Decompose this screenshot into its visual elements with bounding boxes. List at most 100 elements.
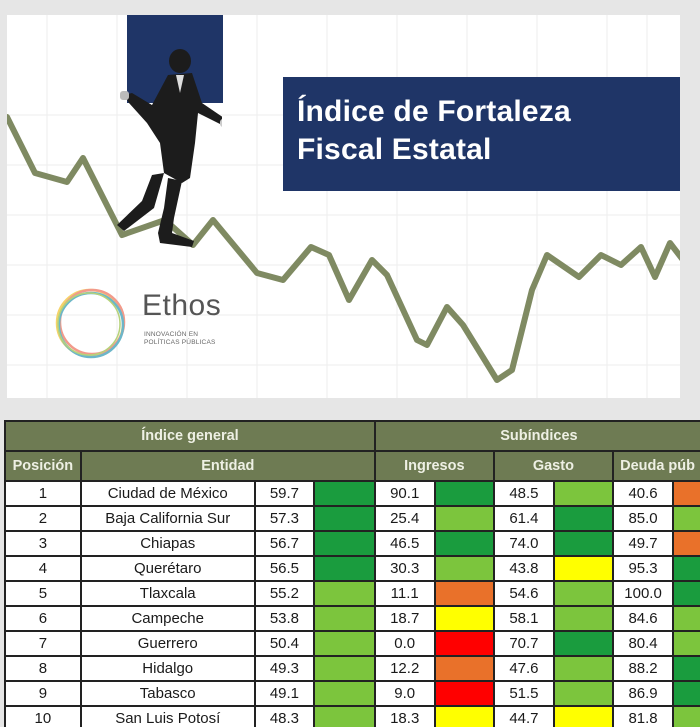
debt-score-cell: 40.6	[612, 480, 675, 507]
spending-score-cell: 70.7	[492, 630, 556, 657]
debt-color-swatch	[672, 530, 700, 557]
revenue-color-swatch	[433, 705, 495, 727]
title-line-2: Fiscal Estatal	[297, 133, 492, 166]
debt-score-cell: 84.6	[612, 605, 675, 632]
entity-cell: Querétaro	[79, 555, 256, 582]
entity-cell: Campeche	[79, 605, 256, 632]
revenue-color-swatch	[433, 530, 495, 557]
position-cell: 7	[4, 630, 82, 657]
spending-score-cell: 61.4	[492, 505, 556, 532]
entity-cell: Tabasco	[79, 680, 256, 707]
group-header-general: Índice general	[4, 420, 376, 452]
spending-score-cell: 74.0	[492, 530, 556, 557]
spending-color-swatch	[553, 555, 615, 582]
revenue-score-cell: 30.3	[373, 555, 436, 582]
spending-color-swatch	[553, 605, 615, 632]
spending-score-cell: 47.6	[492, 655, 556, 682]
revenue-score-cell: 46.5	[373, 530, 436, 557]
revenue-color-swatch	[433, 555, 495, 582]
debt-color-swatch	[672, 705, 700, 727]
table-row: 6 Campeche 53.8 18.7 58.1 84.6	[4, 605, 700, 632]
general-score-cell: 55.2	[253, 580, 316, 607]
logo-wordmark: Ethos	[142, 289, 222, 322]
entity-cell: Guerrero	[79, 630, 256, 657]
position-cell: 10	[4, 705, 82, 727]
position-cell: 4	[4, 555, 82, 582]
spending-color-swatch	[553, 630, 615, 657]
position-cell: 9	[4, 680, 82, 707]
debt-score-cell: 100.0	[612, 580, 675, 607]
general-color-swatch	[313, 680, 376, 707]
entity-cell: San Luis Potosí	[79, 705, 256, 727]
debt-color-swatch	[672, 680, 700, 707]
debt-color-swatch	[672, 630, 700, 657]
column-header-spending: Gasto	[492, 450, 615, 482]
spending-color-swatch	[553, 480, 615, 507]
table-row: 5 Tlaxcala 55.2 11.1 54.6 100.0	[4, 580, 700, 607]
spending-score-cell: 44.7	[492, 705, 556, 727]
revenue-score-cell: 12.2	[373, 655, 436, 682]
entity-cell: Tlaxcala	[79, 580, 256, 607]
revenue-color-swatch	[433, 630, 495, 657]
position-cell: 6	[4, 605, 82, 632]
banner-image: Índice de Fortaleza Fiscal Estatal Ethos…	[7, 15, 680, 398]
revenue-color-swatch	[433, 655, 495, 682]
spending-score-cell: 51.5	[492, 680, 556, 707]
logo-tagline: Innovación en Políticas Públicas	[144, 331, 216, 346]
debt-score-cell: 88.2	[612, 655, 675, 682]
revenue-score-cell: 90.1	[373, 480, 436, 507]
revenue-color-swatch	[433, 680, 495, 707]
general-color-swatch	[313, 605, 376, 632]
entity-cell: Ciudad de México	[79, 480, 256, 507]
spending-score-cell: 48.5	[492, 480, 556, 507]
spending-color-swatch	[553, 655, 615, 682]
revenue-score-cell: 9.0	[373, 680, 436, 707]
column-header-entity: Entidad	[79, 450, 376, 482]
general-color-swatch	[313, 630, 376, 657]
debt-score-cell: 95.3	[612, 555, 675, 582]
debt-color-swatch	[672, 655, 700, 682]
general-color-swatch	[313, 480, 376, 507]
general-score-cell: 57.3	[253, 505, 316, 532]
group-header-subindices: Subíndices	[373, 420, 700, 452]
debt-score-cell: 86.9	[612, 680, 675, 707]
debt-color-swatch	[672, 480, 700, 507]
column-header-position: Posición	[4, 450, 82, 482]
revenue-score-cell: 0.0	[373, 630, 436, 657]
general-score-cell: 49.3	[253, 655, 316, 682]
general-score-cell: 53.8	[253, 605, 316, 632]
spending-color-swatch	[553, 505, 615, 532]
general-score-cell: 56.5	[253, 555, 316, 582]
table-row: 9 Tabasco 49.1 9.0 51.5 86.9	[4, 680, 700, 707]
general-color-swatch	[313, 555, 376, 582]
revenue-score-cell: 18.7	[373, 605, 436, 632]
table-row: 4 Querétaro 56.5 30.3 43.8 95.3	[4, 555, 700, 582]
general-color-swatch	[313, 705, 376, 727]
general-score-cell: 49.1	[253, 680, 316, 707]
entity-cell: Chiapas	[79, 530, 256, 557]
general-score-cell: 56.7	[253, 530, 316, 557]
debt-score-cell: 85.0	[612, 505, 675, 532]
general-color-swatch	[313, 505, 376, 532]
table-row: 3 Chiapas 56.7 46.5 74.0 49.7	[4, 530, 700, 557]
debt-color-swatch	[672, 555, 700, 582]
position-cell: 1	[4, 480, 82, 507]
table-row: 7 Guerrero 50.4 0.0 70.7 80.4	[4, 630, 700, 657]
general-score-cell: 50.4	[253, 630, 316, 657]
position-cell: 3	[4, 530, 82, 557]
businessman-figure	[117, 49, 222, 247]
column-header-revenue: Ingresos	[373, 450, 495, 482]
spending-color-swatch	[553, 580, 615, 607]
entity-cell: Baja California Sur	[79, 505, 256, 532]
position-cell: 8	[4, 655, 82, 682]
position-cell: 2	[4, 505, 82, 532]
column-header-public-debt: Deuda púb	[612, 450, 700, 482]
general-color-swatch	[313, 655, 376, 682]
revenue-color-swatch	[433, 580, 495, 607]
revenue-score-cell: 18.3	[373, 705, 436, 727]
spending-score-cell: 54.6	[492, 580, 556, 607]
table-row: 10 San Luis Potosí 48.3 18.3 44.7 81.8	[4, 705, 700, 727]
spending-score-cell: 43.8	[492, 555, 556, 582]
debt-score-cell: 80.4	[612, 630, 675, 657]
spending-color-swatch	[553, 530, 615, 557]
